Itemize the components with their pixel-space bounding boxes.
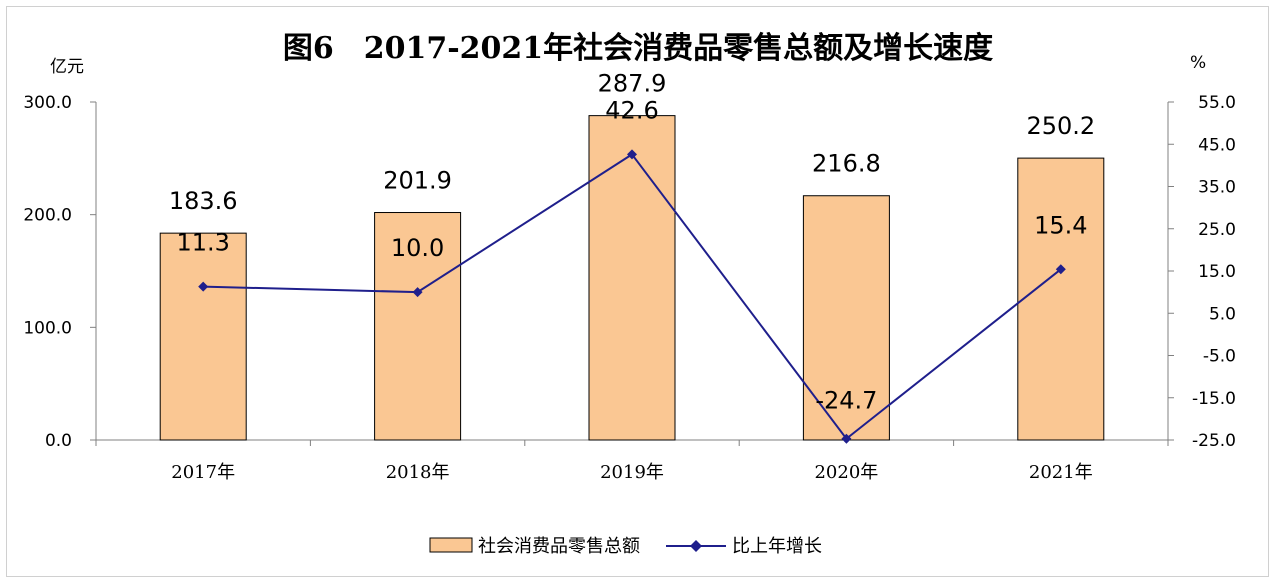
bar: [374, 212, 462, 441]
x-axis-ticks: 2017年 2018年 2019年 2020年 2021年: [171, 462, 1092, 483]
right-axis-tick-label: -5.0: [1203, 347, 1236, 367]
legend-swatch-bar: [429, 537, 473, 553]
line-labels: 11.3 10.0 42.6 -24.7 15.4: [176, 96, 1087, 414]
x-axis-tick-label: 2020年: [814, 462, 878, 483]
chart-frame: [6, 6, 1269, 577]
legend-label-bar: 社会消费品零售总额: [478, 536, 640, 557]
bar-value-label: 287.9: [598, 70, 667, 98]
growth-line: [198, 149, 1066, 444]
right-axis-tick-label: 25.0: [1198, 220, 1236, 240]
growth-value-label: 10.0: [391, 234, 444, 262]
bar-value-label: 250.2: [1026, 112, 1095, 140]
growth-line-point: [412, 287, 423, 298]
bar: [1017, 157, 1105, 441]
left-axis-tick-label: 100.0: [23, 318, 72, 338]
legend-marker-line: [690, 540, 702, 552]
bars: [159, 115, 1105, 441]
left-axis-tick-label: 200.0: [23, 206, 72, 226]
bar-value-label: 183.6: [169, 187, 238, 215]
left-axis-tick-label: 300.0: [23, 93, 72, 113]
right-axis-unit: %: [1190, 53, 1206, 73]
left-axis-ticks: 0.0 100.0 200.0 300.0: [23, 93, 96, 451]
legend-label-line: 比上年增长: [732, 536, 822, 557]
growth-line-point: [1055, 264, 1066, 275]
bar: [588, 115, 676, 441]
right-axis-tick-label: 35.0: [1198, 178, 1236, 198]
right-axis-tick-label: 45.0: [1198, 135, 1236, 155]
growth-value-label: 11.3: [176, 229, 229, 257]
x-axis-tick-label: 2018年: [386, 462, 450, 483]
chart-title: 图6 2017-2021年社会消费品零售总额及增长速度: [283, 31, 993, 66]
growth-line-point: [198, 281, 209, 292]
right-axis-tick-label: 15.0: [1198, 262, 1236, 282]
right-axis-tick-label: -15.0: [1192, 389, 1236, 409]
x-axis-tick-label: 2017年: [171, 462, 235, 483]
right-axis-tick-label: -25.0: [1192, 431, 1236, 451]
growth-value-label: 15.4: [1034, 211, 1087, 239]
bar-value-label: 216.8: [812, 150, 881, 178]
growth-line-point: [627, 149, 637, 160]
bar-value-label: 201.9: [383, 167, 452, 195]
left-axis-tick-label: 0.0: [45, 431, 72, 451]
growth-value-label: -24.7: [815, 387, 877, 415]
right-axis-tick-label: 5.0: [1209, 304, 1236, 324]
growth-line-point: [841, 433, 852, 444]
bar-labels: 183.6 201.9 287.9 216.8 250.2: [169, 70, 1095, 216]
right-axis-tick-label: 55.0: [1198, 93, 1236, 113]
left-axis-unit: 亿元: [50, 57, 84, 77]
x-axis-tick-label: 2021年: [1029, 462, 1093, 483]
x-axis-tick-label: 2019年: [600, 462, 664, 483]
legend: 社会消费品零售总额 比上年增长: [429, 536, 822, 557]
right-axis-ticks: -25.0 -15.0 -5.0 5.0 15.0 25.0 35.0 45.0 55.0: [1168, 93, 1236, 451]
bar: [159, 232, 247, 441]
growth-value-label: 42.6: [605, 96, 658, 124]
